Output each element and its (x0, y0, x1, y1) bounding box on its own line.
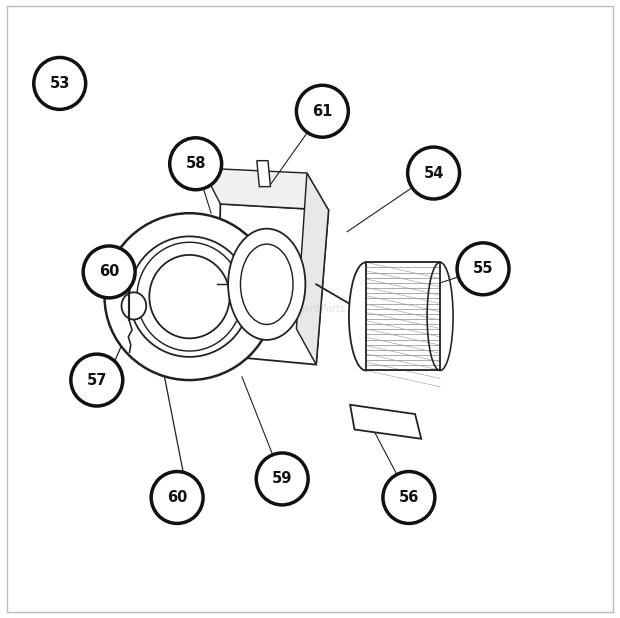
Polygon shape (296, 173, 329, 365)
Text: 58: 58 (185, 156, 206, 171)
Circle shape (256, 453, 308, 505)
Text: 57: 57 (87, 373, 107, 387)
Text: 61: 61 (312, 104, 332, 119)
Text: eReplacementParts.com: eReplacementParts.com (250, 304, 370, 314)
Ellipse shape (122, 292, 146, 320)
Text: 56: 56 (399, 490, 419, 505)
Ellipse shape (149, 255, 229, 339)
Circle shape (151, 472, 203, 523)
Circle shape (407, 147, 459, 199)
Circle shape (71, 354, 123, 406)
Polygon shape (217, 204, 329, 365)
Polygon shape (257, 161, 270, 187)
Ellipse shape (105, 213, 275, 380)
Text: 60: 60 (167, 490, 187, 505)
Polygon shape (350, 405, 421, 439)
Text: 59: 59 (272, 472, 293, 486)
Text: 55: 55 (473, 261, 494, 276)
Bar (366, 263, 440, 371)
Circle shape (383, 472, 435, 523)
Circle shape (170, 138, 221, 190)
Circle shape (296, 85, 348, 137)
Circle shape (83, 246, 135, 298)
Polygon shape (202, 168, 329, 210)
Bar (366, 263, 440, 371)
Text: 53: 53 (50, 76, 70, 91)
Ellipse shape (228, 229, 306, 340)
Text: 60: 60 (99, 265, 119, 279)
Ellipse shape (349, 263, 383, 371)
Ellipse shape (129, 236, 250, 357)
Ellipse shape (241, 244, 293, 324)
Circle shape (457, 243, 509, 295)
Circle shape (33, 57, 86, 109)
Text: 54: 54 (423, 166, 444, 180)
